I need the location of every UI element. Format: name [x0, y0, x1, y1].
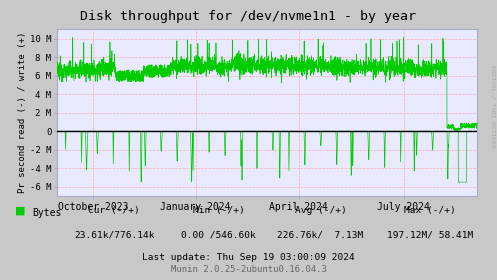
Text: Cur (-/+): Cur (-/+) — [88, 206, 140, 215]
Text: ■: ■ — [15, 206, 25, 216]
Text: 0.00 /546.60k: 0.00 /546.60k — [181, 231, 256, 240]
Text: 23.61k/776.14k: 23.61k/776.14k — [74, 231, 155, 240]
Text: Munin 2.0.25-2ubuntu0.16.04.3: Munin 2.0.25-2ubuntu0.16.04.3 — [170, 265, 327, 274]
Text: Last update: Thu Sep 19 03:00:09 2024: Last update: Thu Sep 19 03:00:09 2024 — [142, 253, 355, 262]
Text: 226.76k/  7.13M: 226.76k/ 7.13M — [277, 231, 364, 240]
Text: Max (-/+): Max (-/+) — [404, 206, 456, 215]
Text: Avg (-/+): Avg (-/+) — [295, 206, 346, 215]
Text: Min (-/+): Min (-/+) — [193, 206, 245, 215]
Text: RRDTOOL / TOBI OETIKER: RRDTOOL / TOBI OETIKER — [491, 65, 496, 148]
Text: 197.12M/ 58.41M: 197.12M/ 58.41M — [387, 231, 473, 240]
Text: Disk throughput for /dev/nvme1n1 - by year: Disk throughput for /dev/nvme1n1 - by ye… — [81, 10, 416, 23]
Y-axis label: Pr second read (-) / write (+): Pr second read (-) / write (+) — [18, 32, 27, 193]
Text: Bytes: Bytes — [32, 208, 62, 218]
